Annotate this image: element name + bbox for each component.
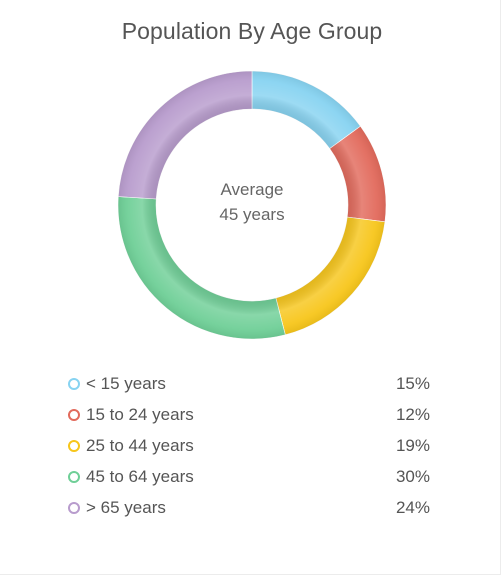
legend-value: 19% [395,436,430,455]
legend-label: > 65 years [86,498,166,517]
legend-marker-icon [68,502,80,514]
legend-item[interactable]: < 15 years 15% [67,370,439,401]
legend: < 15 years 15% 15 to 24 years 12% 25 to … [67,370,439,525]
legend-label: < 15 years [86,374,166,393]
legend-value: 12% [395,405,430,424]
center-label-line-2: 45 years [219,205,285,224]
donut-slice[interactable] [275,216,386,336]
legend-value: 30% [395,467,430,486]
legend-marker-icon [68,471,80,483]
legend-marker-icon [68,378,80,390]
legend-item[interactable]: > 65 years 24% [67,494,439,525]
donut-slice[interactable] [251,70,361,149]
legend-item[interactable]: 45 to 64 years 30% [67,463,439,494]
legend-value: 15% [395,374,430,393]
legend-item[interactable]: 25 to 44 years 19% [67,432,439,463]
chart-title: Population By Age Group [121,18,383,44]
legend-label: 15 to 24 years [86,405,194,424]
legend-marker-icon [68,440,80,452]
legend-marker-icon [68,409,80,421]
legend-item[interactable]: 15 to 24 years 12% [67,401,439,432]
legend-label: 45 to 64 years [86,467,194,486]
legend-label: 25 to 44 years [86,436,194,455]
center-label-line-1: Average [220,180,284,199]
legend-value: 24% [395,498,430,517]
